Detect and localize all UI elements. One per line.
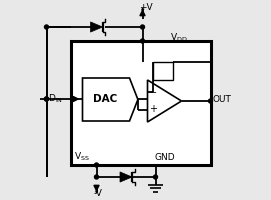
Polygon shape <box>120 172 132 182</box>
Text: V$_{\mathsf{DD}}$: V$_{\mathsf{DD}}$ <box>169 32 187 44</box>
Text: V$_{\mathsf{SS}}$: V$_{\mathsf{SS}}$ <box>75 151 90 163</box>
Bar <box>70 41 211 165</box>
Text: OUT: OUT <box>212 95 231 104</box>
Circle shape <box>95 163 98 167</box>
Circle shape <box>208 99 212 103</box>
Text: DAC: DAC <box>93 94 117 104</box>
Circle shape <box>44 97 49 101</box>
Circle shape <box>140 25 144 29</box>
Text: −: − <box>149 88 157 98</box>
Text: -V: -V <box>94 188 103 198</box>
Text: +: + <box>149 104 157 114</box>
Circle shape <box>140 39 144 43</box>
Circle shape <box>44 25 49 29</box>
Text: +V: +V <box>139 2 152 11</box>
Text: D$_{\mathsf{IN}}$: D$_{\mathsf{IN}}$ <box>49 93 63 105</box>
Bar <box>153 62 173 80</box>
Circle shape <box>44 97 49 101</box>
Circle shape <box>153 175 157 179</box>
Polygon shape <box>91 22 102 32</box>
Polygon shape <box>82 78 138 121</box>
Circle shape <box>95 175 98 179</box>
Polygon shape <box>147 80 182 122</box>
Text: GND: GND <box>154 152 175 162</box>
